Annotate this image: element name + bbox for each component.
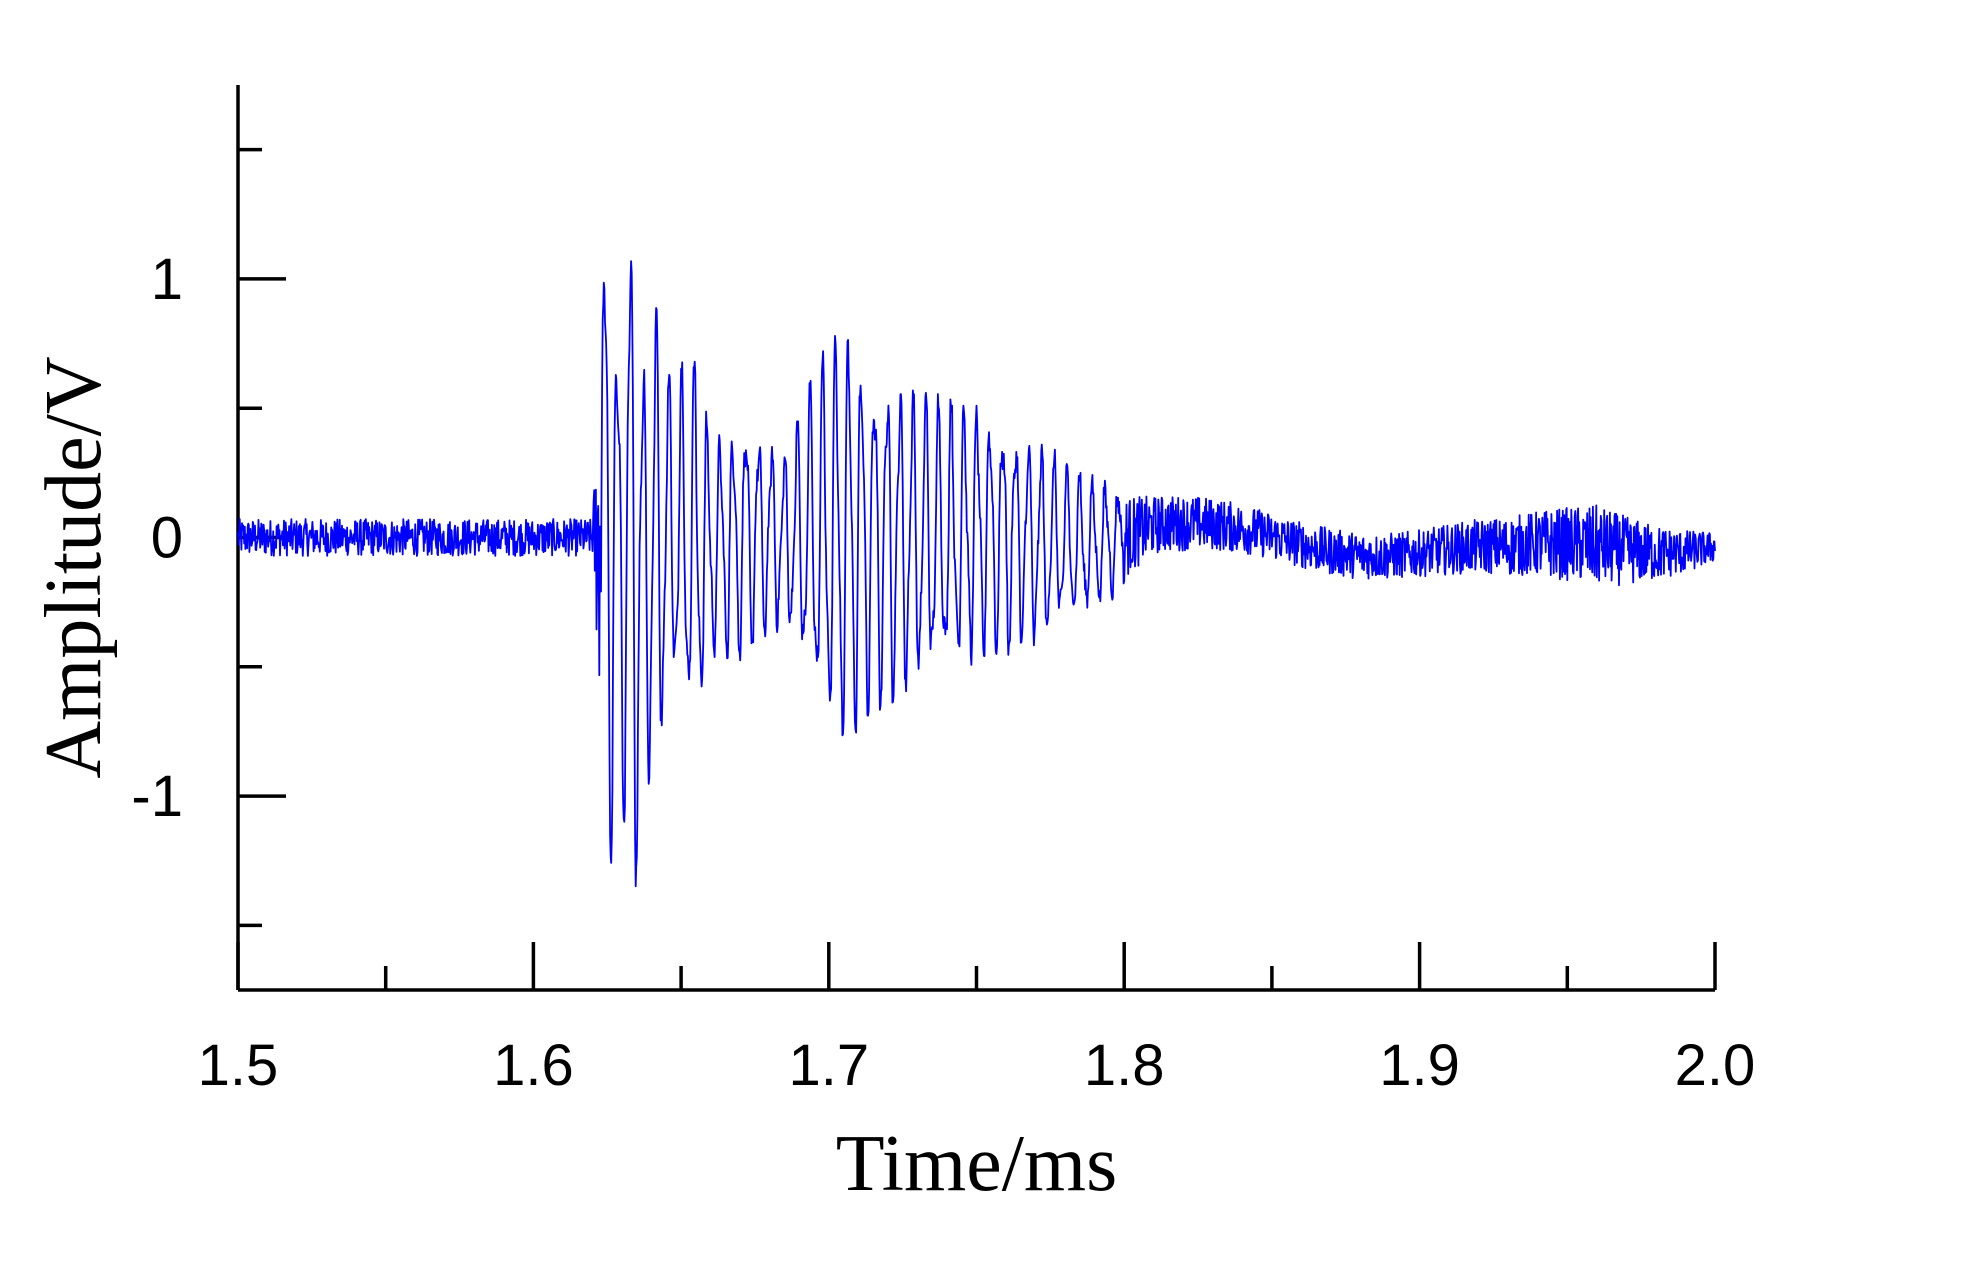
x-tick-label: 1.5	[198, 1033, 279, 1098]
x-tick-label: 2.0	[1675, 1033, 1756, 1098]
y-tick-label: 0	[151, 506, 183, 571]
y-tick-label: 1	[151, 247, 183, 312]
tick-labels: 1.5 1.6 1.7 1.8 1.9 2.0 -1 0 1	[131, 247, 1755, 1098]
x-axis-title: Time/ms	[836, 1120, 1118, 1208]
x-tick-label: 1.8	[1084, 1033, 1165, 1098]
x-tick-label: 1.7	[788, 1033, 869, 1098]
y-axis-title: Amplitude/V	[30, 356, 118, 778]
x-tick-label: 1.6	[493, 1033, 574, 1098]
ticks	[236, 147, 1717, 990]
signal-series-line	[237, 260, 1716, 888]
x-tick-label: 1.9	[1379, 1033, 1460, 1098]
y-tick-label: -1	[131, 764, 183, 829]
